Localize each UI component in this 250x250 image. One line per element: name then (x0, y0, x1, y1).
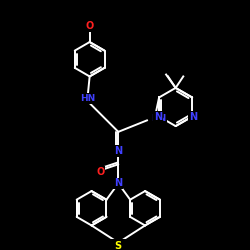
Text: N: N (189, 112, 197, 122)
Text: O: O (86, 21, 94, 31)
Text: HN: HN (80, 94, 95, 103)
Text: N: N (114, 146, 122, 156)
Text: O: O (96, 167, 104, 177)
Text: S: S (115, 242, 122, 250)
Text: N: N (114, 178, 122, 188)
Text: HN: HN (151, 114, 166, 123)
Text: N: N (154, 112, 162, 122)
